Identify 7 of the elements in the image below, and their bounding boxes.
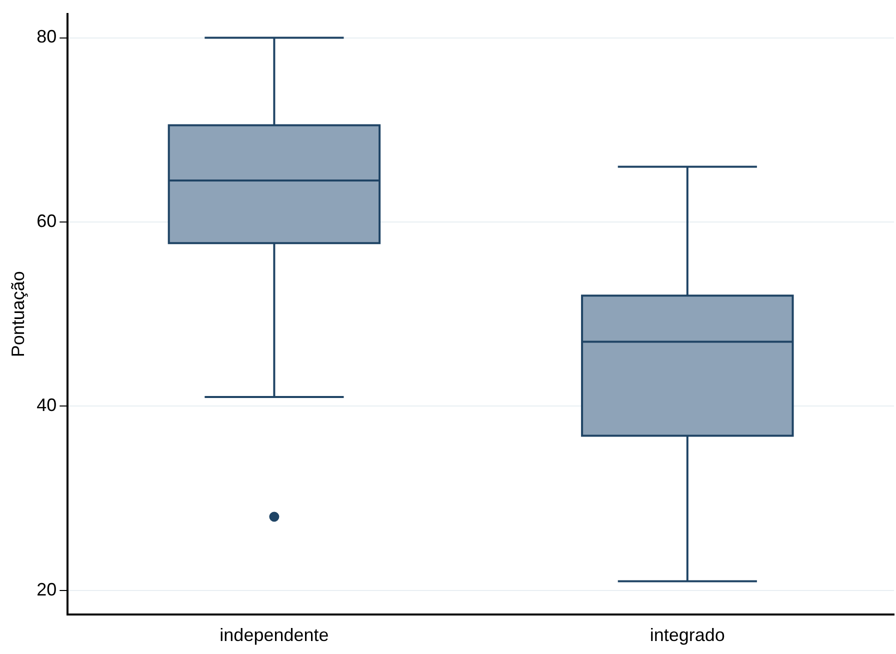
y-tick-label: 80 bbox=[36, 26, 57, 47]
y-tick-label: 60 bbox=[36, 210, 57, 231]
x-tick-label: integrado bbox=[650, 625, 725, 646]
y-tick-label: 20 bbox=[36, 579, 57, 600]
y-axis-title: Pontuação bbox=[8, 271, 28, 358]
x-tick-label: independente bbox=[220, 625, 329, 646]
y-tick-label: 40 bbox=[36, 395, 57, 416]
